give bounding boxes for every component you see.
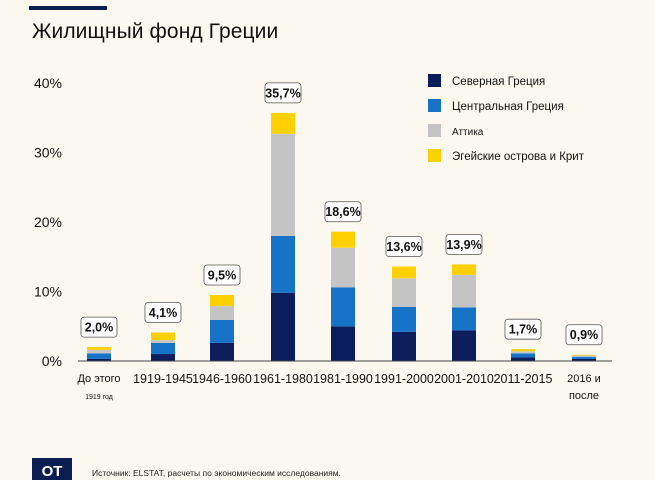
- bar-segment: [392, 266, 416, 279]
- x-tick-label: 1919 год: [85, 394, 113, 401]
- source-note: Источник: ELSTAT, расчеты по экономическ…: [92, 468, 341, 478]
- page-title: Жилищный фонд Греции: [32, 20, 279, 43]
- total-label-box: [264, 82, 302, 104]
- bar-segment: [511, 349, 535, 352]
- title-accent-rule: [29, 6, 107, 10]
- bar-segment: [331, 247, 355, 288]
- total-label: 13,6%: [386, 240, 421, 254]
- x-tick-label: 1991-2000: [374, 372, 434, 386]
- legend-swatch: [428, 74, 441, 87]
- total-label: 18,6%: [325, 205, 360, 219]
- bar-segment: [271, 235, 295, 293]
- bar-segment: [452, 330, 476, 361]
- total-label: 1,7%: [509, 323, 538, 337]
- y-tick-label: 30%: [34, 145, 62, 161]
- total-label: 2,0%: [85, 321, 114, 335]
- total-label: 0,9%: [570, 328, 599, 342]
- bar-segment: [87, 349, 111, 354]
- x-tick-label: после: [569, 390, 599, 402]
- bar-segment: [572, 354, 596, 356]
- x-tick-label: 1919-1945: [133, 372, 193, 386]
- y-tick-label: 10%: [34, 284, 62, 300]
- bar-segment: [392, 278, 416, 307]
- legend-swatch: [428, 124, 441, 137]
- bar-segment: [331, 231, 355, 248]
- bar-segment: [452, 307, 476, 331]
- bar-segment: [151, 342, 175, 355]
- bar-segment: [331, 326, 355, 361]
- total-label-box: [385, 236, 423, 257]
- total-label-box: [565, 324, 603, 346]
- bar-segment: [511, 353, 535, 358]
- bar-segment: [511, 351, 535, 354]
- total-label-box: [504, 318, 542, 340]
- legend-label: Центральная Греция: [452, 101, 564, 113]
- y-tick-label: 20%: [34, 214, 62, 230]
- bar-segment: [392, 306, 416, 332]
- total-label-box: [80, 316, 118, 338]
- stacked-bar-chart: 0% 10% 20% 30% 40% 2,0% 4,1% 9,5% 35,7% 18,6% 13,6…: [34, 74, 612, 402]
- legend-label: Аттика: [452, 127, 484, 138]
- legend-label: Эгейские острова и Крит: [452, 151, 585, 163]
- bar-segment: [511, 357, 535, 361]
- bar-segment: [210, 319, 234, 343]
- bar-segment: [452, 274, 476, 308]
- bar-segment: [87, 358, 111, 361]
- bar-segment: [392, 331, 416, 361]
- bar-segment: [151, 340, 175, 343]
- bar-segment: [572, 358, 596, 361]
- bar-segment: [210, 342, 234, 361]
- total-label-box: [324, 201, 362, 223]
- x-tick-label: 1961-1980: [253, 372, 313, 386]
- total-label: 9,5%: [208, 268, 237, 282]
- x-tick-label: До этого: [77, 373, 120, 385]
- bar-segment: [271, 133, 295, 236]
- total-label-box: [144, 302, 182, 323]
- legend-label: Северная Греция: [452, 76, 545, 88]
- bar-segment: [151, 354, 175, 361]
- bar-segment: [572, 355, 596, 357]
- total-label: 35,7%: [265, 86, 300, 100]
- x-tick-label: 2011-2015: [494, 372, 553, 386]
- bar-segment: [572, 356, 596, 359]
- legend-swatch: [428, 99, 441, 112]
- bar-segment: [271, 112, 295, 134]
- bar-segment: [271, 292, 295, 361]
- total-label: 4,1%: [149, 306, 178, 320]
- total-label: 13,9%: [446, 238, 481, 252]
- bar-segment: [210, 306, 234, 320]
- total-label-box: [445, 233, 483, 255]
- bar-segment: [87, 353, 111, 359]
- x-tick-label: 2001-2010: [434, 372, 494, 386]
- bar-segment: [331, 287, 355, 327]
- y-tick-label: 40%: [34, 75, 62, 91]
- bar-segment: [452, 264, 476, 275]
- bar-segment: [210, 294, 234, 307]
- brand-logo: OT: [32, 458, 72, 480]
- legend-swatch: [428, 149, 441, 162]
- x-tick-label: 1981-1990: [313, 372, 373, 386]
- x-tick-label: 1946-1960: [192, 372, 252, 386]
- y-tick-label: 0%: [42, 353, 62, 369]
- total-label-box: [203, 264, 241, 286]
- bar-segment: [151, 332, 175, 341]
- bar-segment: [87, 347, 111, 350]
- x-tick-label: 2016 и: [567, 373, 601, 385]
